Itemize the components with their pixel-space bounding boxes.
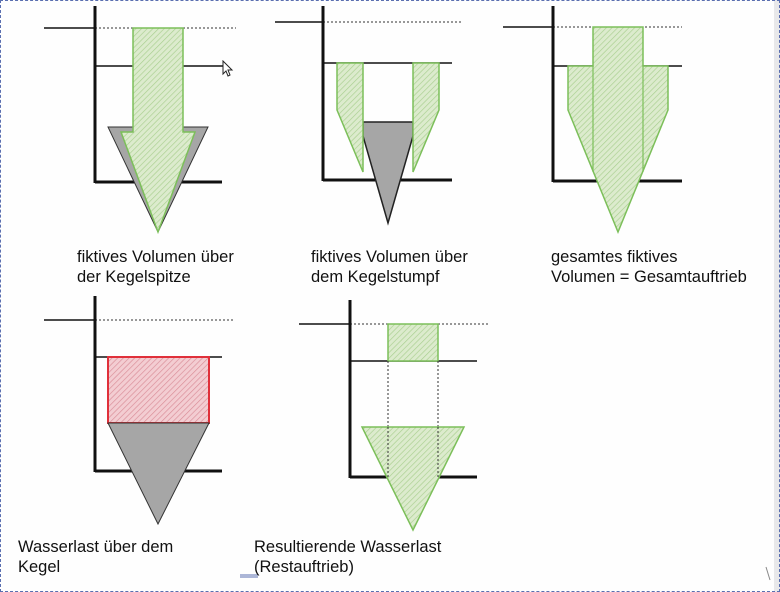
corner-mark	[765, 566, 771, 581]
caption-line: Wasserlast über dem	[18, 538, 174, 556]
red-water-load	[107, 356, 210, 424]
caption-restauftrieb: Resultierende Wasserlast (Restauftrieb)	[254, 537, 441, 577]
panel-restauftrieb	[299, 300, 490, 532]
caption-line: fiktives Volumen über	[77, 248, 234, 266]
green-right-ring	[412, 62, 440, 173]
panel-kegelspitze	[44, 6, 236, 235]
caption-gesamtauftrieb: gesamtes fiktives Volumen = Gesamtauftri…	[551, 247, 747, 287]
gray-cone	[107, 422, 210, 526]
caption-kegelspitze: fiktives Volumen über der Kegelspitze	[77, 247, 234, 287]
gray-cone-frustum	[362, 121, 414, 226]
caption-wasserlast: Wasserlast über dem Kegel	[18, 537, 173, 577]
panel-gesamtauftrieb	[503, 6, 682, 234]
green-total-volume	[567, 26, 669, 234]
green-fictive-volume	[119, 27, 197, 235]
caption-line: Kegel	[18, 558, 61, 576]
scrollbar-strip[interactable]	[774, 0, 780, 592]
caption-line: gesamtes fiktives	[551, 248, 678, 266]
mouse-pointer-icon	[222, 60, 234, 77]
caption-line: dem Kegelstumpf	[311, 268, 440, 286]
caption-line: Volumen = Gesamtauftrieb	[551, 268, 747, 286]
green-top-block	[387, 323, 439, 362]
caption-kegelstumpf: fiktives Volumen über dem Kegelstumpf	[311, 247, 468, 287]
panel-wasserlast	[44, 296, 235, 526]
caption-line: Resultierende Wasserlast	[254, 538, 442, 556]
green-left-ring	[336, 62, 364, 173]
panel-kegelstumpf	[275, 6, 462, 226]
caption-line: (Restauftrieb)	[254, 558, 354, 576]
caption-line: der Kegelspitze	[77, 268, 191, 286]
caption-line: fiktives Volumen über	[311, 248, 468, 266]
